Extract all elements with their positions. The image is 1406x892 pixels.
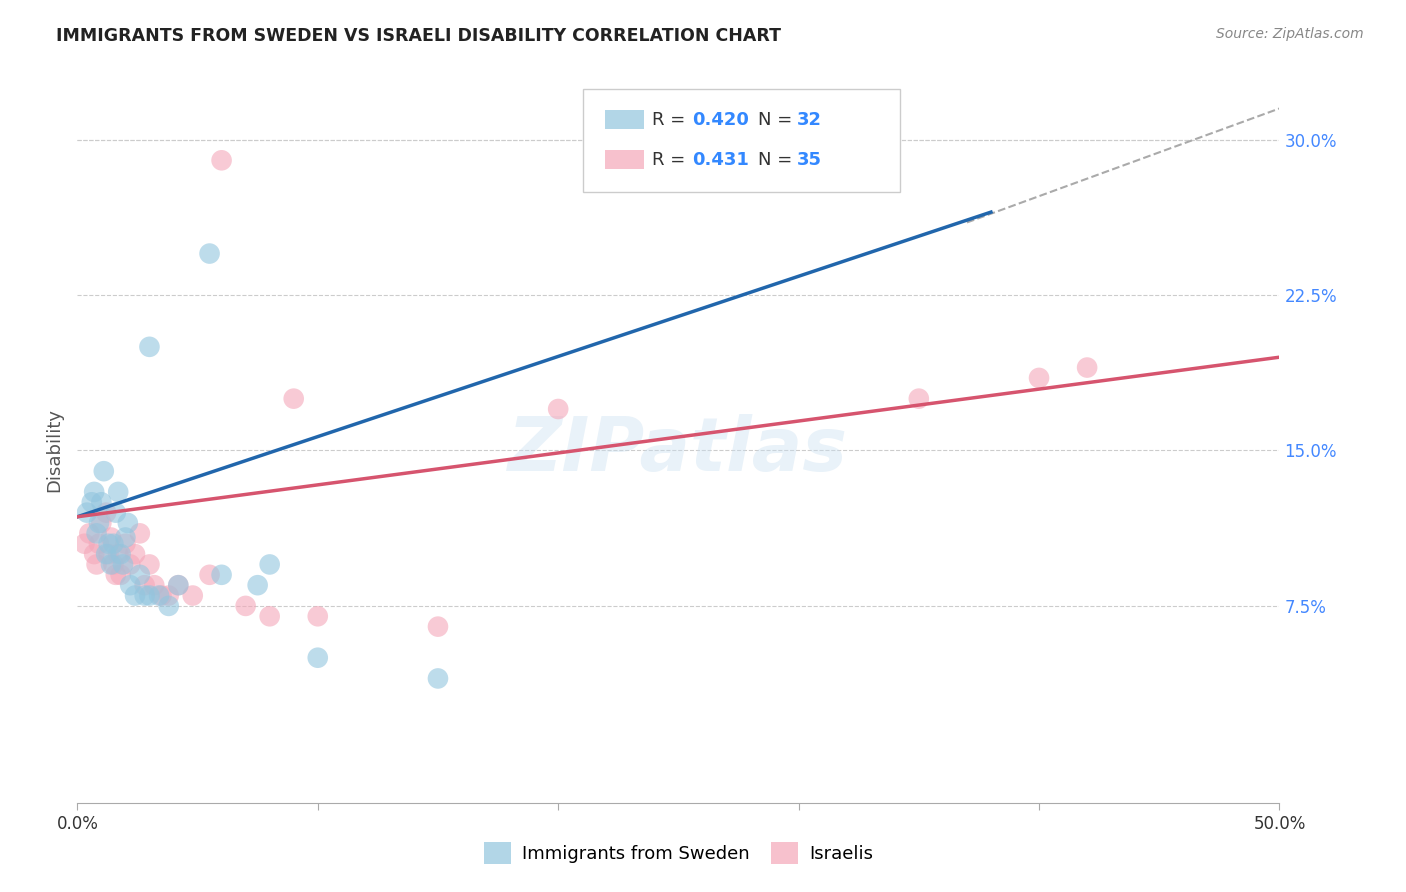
Point (120, 558, 142, 572)
Point (1028, 371, 1050, 385)
Point (307, 609, 329, 624)
Point (128, 567, 150, 582)
Point (134, 578, 156, 592)
Point (211, 153, 233, 168)
Point (181, 589, 204, 603)
Point (90, 495, 112, 509)
Point (908, 392, 931, 406)
Point (96, 547, 118, 561)
Point (547, 402, 569, 417)
Point (120, 578, 142, 592)
Point (110, 567, 132, 582)
Point (73, 537, 96, 551)
Text: 0.431: 0.431 (692, 151, 748, 169)
Point (259, 558, 281, 572)
Text: 32: 32 (797, 111, 823, 128)
Point (90, 516, 112, 530)
Point (107, 547, 129, 561)
Point (259, 609, 281, 624)
Point (150, 589, 173, 603)
Point (76, 506, 98, 520)
Point (283, 392, 305, 406)
Point (198, 246, 221, 260)
Point (117, 516, 139, 530)
Text: 0.420: 0.420 (692, 111, 748, 128)
Point (198, 567, 221, 582)
Point (114, 531, 136, 545)
Point (307, 650, 329, 665)
Point (427, 619, 450, 633)
Text: Source: ZipAtlas.com: Source: ZipAtlas.com (1216, 27, 1364, 41)
Text: N =: N = (758, 151, 797, 169)
Text: N =: N = (758, 111, 797, 128)
Point (143, 578, 166, 592)
Point (104, 567, 127, 582)
Point (148, 589, 170, 603)
Point (138, 558, 160, 572)
Point (103, 558, 125, 572)
Point (103, 537, 125, 551)
Point (104, 506, 127, 520)
Point (157, 589, 180, 603)
Point (100, 531, 122, 545)
Point (235, 599, 257, 613)
Point (124, 589, 146, 603)
Point (93, 464, 115, 478)
Point (83, 547, 105, 561)
Point (83, 484, 105, 499)
Point (100, 558, 122, 572)
Point (87, 537, 110, 551)
Point (167, 578, 190, 592)
Point (87, 516, 110, 530)
Legend: Immigrants from Sweden, Israelis: Immigrants from Sweden, Israelis (477, 835, 880, 871)
Point (86, 558, 108, 572)
Text: IMMIGRANTS FROM SWEDEN VS ISRAELI DISABILITY CORRELATION CHART: IMMIGRANTS FROM SWEDEN VS ISRAELI DISABI… (56, 27, 782, 45)
Text: ZIPatlas: ZIPatlas (509, 414, 848, 487)
Text: R =: R = (652, 111, 692, 128)
Point (97, 537, 120, 551)
Point (107, 484, 129, 499)
Point (111, 558, 134, 572)
Point (1076, 360, 1098, 375)
Point (134, 589, 156, 603)
Point (114, 537, 136, 551)
Point (167, 578, 190, 592)
Text: R =: R = (652, 151, 692, 169)
Point (110, 547, 132, 561)
Text: 35: 35 (797, 151, 823, 169)
Point (211, 567, 233, 582)
Point (246, 578, 269, 592)
Point (157, 599, 180, 613)
Y-axis label: Disability: Disability (45, 409, 63, 492)
Point (86, 526, 108, 541)
Point (138, 589, 160, 603)
Point (427, 672, 450, 686)
Point (96, 506, 118, 520)
Point (138, 340, 160, 354)
Point (128, 526, 150, 541)
Point (80, 495, 103, 509)
Point (79, 526, 101, 541)
Point (124, 547, 146, 561)
Point (97, 547, 120, 561)
